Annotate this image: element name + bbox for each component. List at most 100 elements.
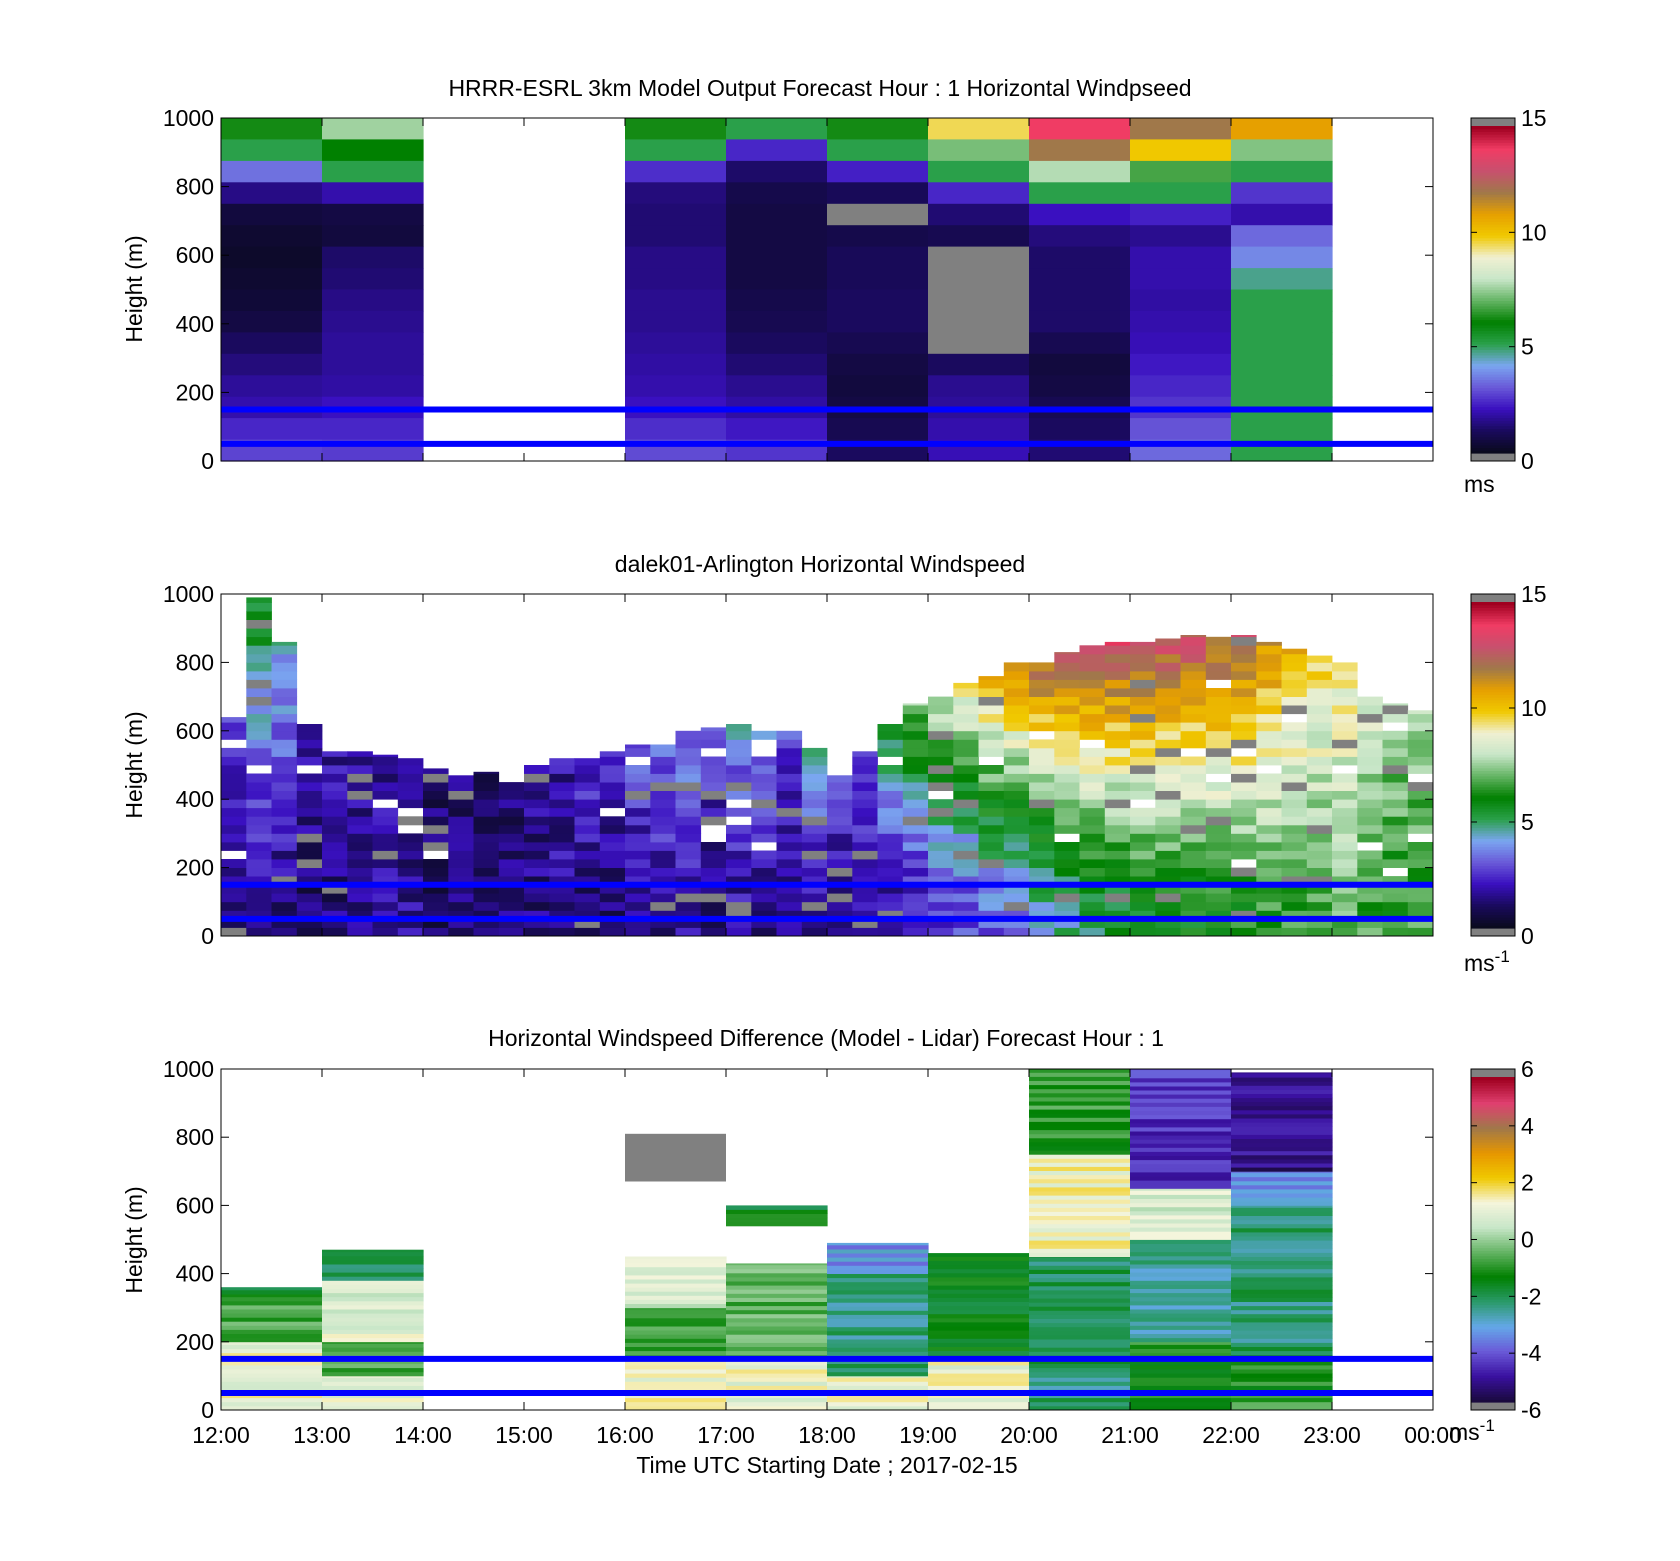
lidar-cell xyxy=(574,918,601,928)
lidar-cell xyxy=(1382,876,1409,886)
difference-cell xyxy=(1029,1133,1131,1139)
lidar-cell xyxy=(1205,756,1232,766)
difference-cell xyxy=(726,1381,828,1386)
lidar-cell xyxy=(549,876,575,886)
lidar-cell xyxy=(347,824,373,834)
model-cell xyxy=(827,418,929,441)
model-cell xyxy=(221,268,323,291)
difference-cell xyxy=(1029,1150,1131,1155)
lidar-cell xyxy=(322,807,348,817)
lidar-cell xyxy=(448,901,474,911)
difference-cell xyxy=(726,1213,828,1219)
model-cell xyxy=(1130,246,1232,269)
lidar-cell xyxy=(1029,722,1055,732)
lidar-cell xyxy=(852,782,878,791)
lidar-cell xyxy=(423,799,449,809)
colorbar-segment xyxy=(1471,1142,1515,1146)
model-cell xyxy=(827,310,929,333)
lidar-cell xyxy=(296,842,323,851)
lidar-cell xyxy=(246,602,272,612)
lidar-cell xyxy=(246,713,272,723)
difference-cell xyxy=(928,1289,1030,1294)
difference-cell xyxy=(1130,1069,1232,1075)
colorbar-segment xyxy=(1471,387,1515,391)
difference-cell xyxy=(1231,1305,1333,1311)
model-cell xyxy=(1130,310,1232,333)
lidar-cell xyxy=(625,842,651,851)
colorbar-segment xyxy=(1471,365,1515,370)
colorbar-segment xyxy=(1471,642,1515,647)
difference-cell xyxy=(726,1263,828,1266)
colorbar-segment xyxy=(1471,895,1515,899)
lidar-cell xyxy=(877,730,904,740)
y-tick-label: 600 xyxy=(176,718,214,744)
lidar-cell xyxy=(625,901,651,911)
colorbar-segment xyxy=(1471,705,1515,709)
lidar-cell xyxy=(726,910,752,920)
colorbar-segment xyxy=(1471,1258,1515,1262)
lidar-cell xyxy=(1180,859,1207,868)
difference-cell xyxy=(827,1306,929,1311)
lidar-cell xyxy=(928,842,954,851)
lidar-cell xyxy=(1003,833,1030,843)
lidar-cell xyxy=(1281,807,1308,817)
lidar-cell xyxy=(1155,782,1181,791)
lidar-cell xyxy=(978,910,1005,920)
lidar-cell xyxy=(852,893,878,903)
difference-cell xyxy=(1130,1264,1232,1269)
lidar-cell xyxy=(1029,688,1055,697)
difference-cell xyxy=(1231,1350,1333,1356)
difference-cell xyxy=(1231,1097,1333,1103)
lidar-cell xyxy=(726,790,752,800)
lidar-cell xyxy=(1382,850,1409,860)
difference-cell xyxy=(1231,1114,1333,1119)
lidar-cell xyxy=(801,893,828,903)
colorbar-segment xyxy=(1471,1193,1515,1197)
model-cell xyxy=(625,310,727,333)
lidar-cell xyxy=(650,756,676,766)
lidar-cell xyxy=(1382,799,1409,809)
lidar-cell xyxy=(246,876,272,886)
lidar-cell xyxy=(877,765,904,774)
lidar-cell xyxy=(397,867,424,877)
lidar-cell xyxy=(1382,842,1409,851)
lidar-cell xyxy=(1306,730,1333,740)
colorbar-segment xyxy=(1471,710,1515,714)
lidar-cell xyxy=(902,722,929,732)
lidar-cell xyxy=(827,807,853,817)
model-cell xyxy=(726,268,828,291)
colorbar-segment xyxy=(1471,659,1515,663)
difference-cell xyxy=(827,1290,929,1295)
lidar-cell xyxy=(1079,722,1106,732)
lidar-cell xyxy=(776,850,803,860)
colorbar-segment xyxy=(1471,1182,1515,1186)
lidar-cell xyxy=(1003,850,1030,860)
lidar-cell xyxy=(650,867,676,877)
lidar-cell xyxy=(221,765,247,774)
difference-cell xyxy=(1130,1344,1232,1349)
difference-cell xyxy=(726,1397,828,1403)
lidar-cell xyxy=(1306,824,1333,834)
lidar-cell xyxy=(928,867,954,877)
lidar-cell xyxy=(498,901,525,911)
lidar-cell xyxy=(625,910,651,920)
colorbar-segment xyxy=(1471,433,1515,438)
lidar-cell xyxy=(473,790,500,800)
y-tick-label: 800 xyxy=(176,174,214,200)
lidar-cell xyxy=(549,758,575,766)
difference-cell xyxy=(1130,1114,1232,1120)
model-cell xyxy=(221,118,323,140)
lidar-cell xyxy=(599,910,626,920)
lidar-cell xyxy=(1205,867,1232,877)
difference-cell xyxy=(726,1401,828,1407)
lidar-cell xyxy=(1130,807,1156,817)
lidar-cell xyxy=(1306,756,1333,766)
lidar-cell xyxy=(1407,756,1434,766)
difference-cell xyxy=(625,1369,727,1374)
panel-difference-heatmap xyxy=(221,1069,1333,1411)
difference-cell xyxy=(625,1275,727,1280)
lidar-cell xyxy=(423,824,449,834)
lidar-cell xyxy=(1054,747,1080,757)
lidar-cell xyxy=(574,833,601,843)
colorbar-segment xyxy=(1471,265,1515,269)
